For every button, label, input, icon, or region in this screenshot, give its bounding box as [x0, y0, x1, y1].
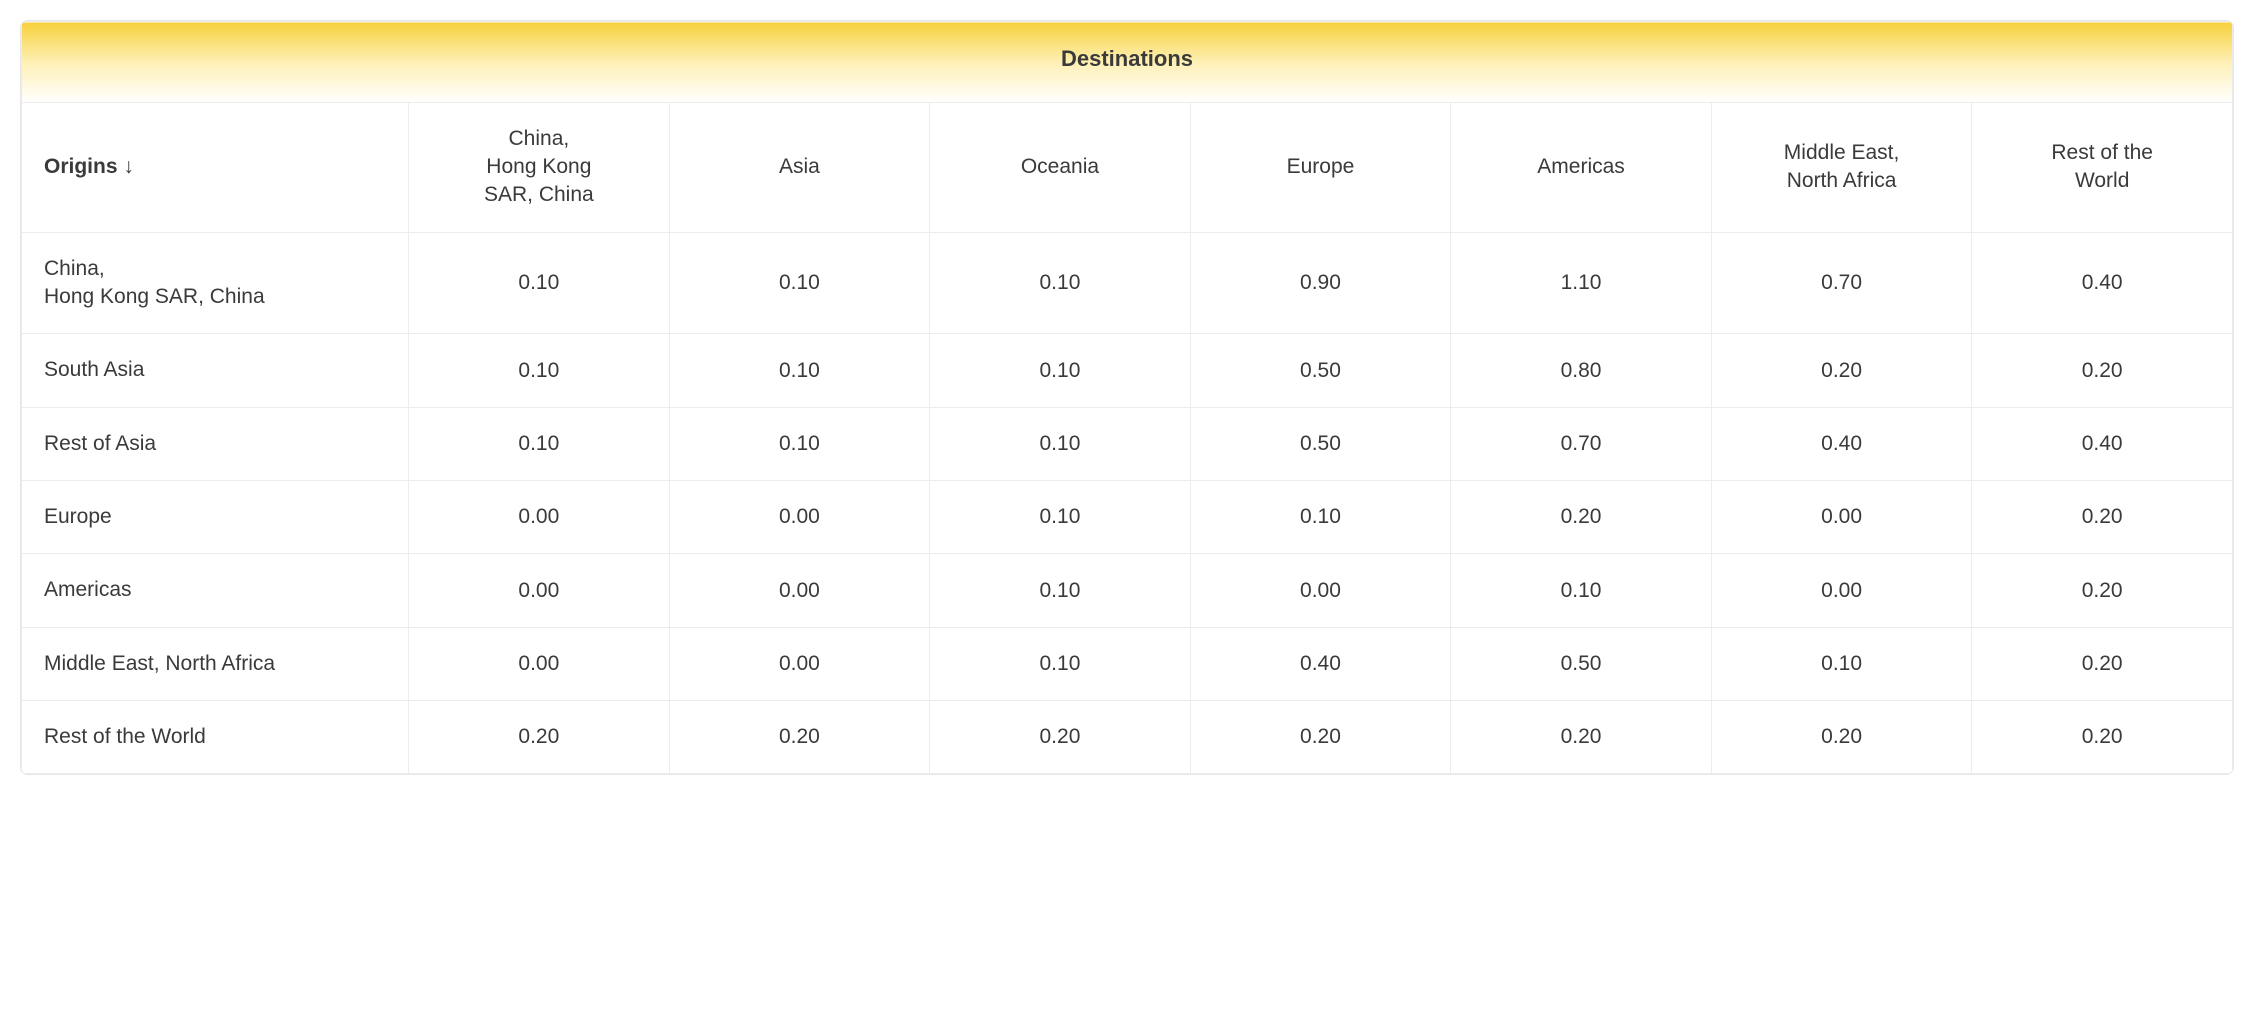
cell-value: 0.10	[930, 627, 1191, 700]
row-label: China,Hong Kong SAR, China	[22, 232, 409, 334]
cell-value: 0.10	[409, 407, 670, 480]
cell-value: 0.00	[409, 554, 670, 627]
cell-value: 0.10	[669, 334, 930, 407]
cell-value: 0.10	[1451, 554, 1712, 627]
cell-value: 0.80	[1451, 334, 1712, 407]
cell-value: 0.10	[669, 232, 930, 334]
table-row: South Asia 0.10 0.10 0.10 0.50 0.80 0.20…	[22, 334, 2233, 407]
cell-value: 0.00	[409, 627, 670, 700]
table-body: China,Hong Kong SAR, China 0.10 0.10 0.1…	[22, 232, 2233, 774]
column-header: Asia	[669, 102, 930, 232]
cell-value: 0.70	[1711, 232, 1972, 334]
origins-destinations-table: Destinations Origins ↓ China,Hong KongSA…	[21, 21, 2233, 774]
cell-value: 0.20	[1451, 481, 1712, 554]
cell-value: 0.00	[409, 481, 670, 554]
cell-value: 0.70	[1451, 407, 1712, 480]
cell-value: 0.00	[1711, 481, 1972, 554]
cell-value: 0.00	[669, 481, 930, 554]
cell-value: 0.20	[1972, 554, 2233, 627]
table-row: Middle East, North Africa 0.00 0.00 0.10…	[22, 627, 2233, 700]
cell-value: 0.10	[930, 407, 1191, 480]
cell-value: 0.50	[1190, 407, 1451, 480]
cell-value: 0.20	[930, 701, 1191, 774]
column-header: Rest of theWorld	[1972, 102, 2233, 232]
row-label: Europe	[22, 481, 409, 554]
column-header: Middle East,North Africa	[1711, 102, 1972, 232]
cell-value: 1.10	[1451, 232, 1712, 334]
table-row: Rest of Asia 0.10 0.10 0.10 0.50 0.70 0.…	[22, 407, 2233, 480]
cell-value: 0.20	[1972, 627, 2233, 700]
cell-value: 0.10	[930, 232, 1191, 334]
column-header: China,Hong KongSAR, China	[409, 102, 670, 232]
cell-value: 0.40	[1711, 407, 1972, 480]
row-label: Middle East, North Africa	[22, 627, 409, 700]
cell-value: 0.20	[409, 701, 670, 774]
cell-value: 0.10	[669, 407, 930, 480]
row-label: Americas	[22, 554, 409, 627]
cell-value: 0.50	[1451, 627, 1712, 700]
cell-value: 0.40	[1190, 627, 1451, 700]
column-header: Oceania	[930, 102, 1191, 232]
cell-value: 0.10	[1190, 481, 1451, 554]
cell-value: 0.20	[1711, 701, 1972, 774]
table-row: Europe 0.00 0.00 0.10 0.10 0.20 0.00 0.2…	[22, 481, 2233, 554]
cell-value: 0.00	[1711, 554, 1972, 627]
row-label: South Asia	[22, 334, 409, 407]
cell-value: 0.90	[1190, 232, 1451, 334]
column-header: Europe	[1190, 102, 1451, 232]
table-row: Rest of the World 0.20 0.20 0.20 0.20 0.…	[22, 701, 2233, 774]
cell-value: 0.20	[1190, 701, 1451, 774]
cell-value: 0.10	[930, 481, 1191, 554]
cell-value: 0.40	[1972, 407, 2233, 480]
cell-value: 0.00	[669, 627, 930, 700]
cell-value: 0.20	[669, 701, 930, 774]
cell-value: 0.20	[1972, 701, 2233, 774]
row-label: Rest of Asia	[22, 407, 409, 480]
cell-value: 0.00	[1190, 554, 1451, 627]
destinations-header: Destinations	[22, 22, 2233, 103]
cell-value: 0.10	[930, 334, 1191, 407]
row-label: Rest of the World	[22, 701, 409, 774]
column-header: Americas	[1451, 102, 1712, 232]
cell-value: 0.20	[1972, 481, 2233, 554]
table-row: China,Hong Kong SAR, China 0.10 0.10 0.1…	[22, 232, 2233, 334]
column-header-row: Origins ↓ China,Hong KongSAR, China Asia…	[22, 102, 2233, 232]
cell-value: 0.20	[1451, 701, 1712, 774]
cell-value: 0.00	[669, 554, 930, 627]
data-table-container: Destinations Origins ↓ China,Hong KongSA…	[20, 20, 2234, 775]
cell-value: 0.20	[1972, 334, 2233, 407]
origins-column-header: Origins ↓	[22, 102, 409, 232]
cell-value: 0.10	[409, 334, 670, 407]
table-row: Americas 0.00 0.00 0.10 0.00 0.10 0.00 0…	[22, 554, 2233, 627]
cell-value: 0.20	[1711, 334, 1972, 407]
cell-value: 0.10	[930, 554, 1191, 627]
cell-value: 0.10	[1711, 627, 1972, 700]
cell-value: 0.40	[1972, 232, 2233, 334]
cell-value: 0.50	[1190, 334, 1451, 407]
cell-value: 0.10	[409, 232, 670, 334]
